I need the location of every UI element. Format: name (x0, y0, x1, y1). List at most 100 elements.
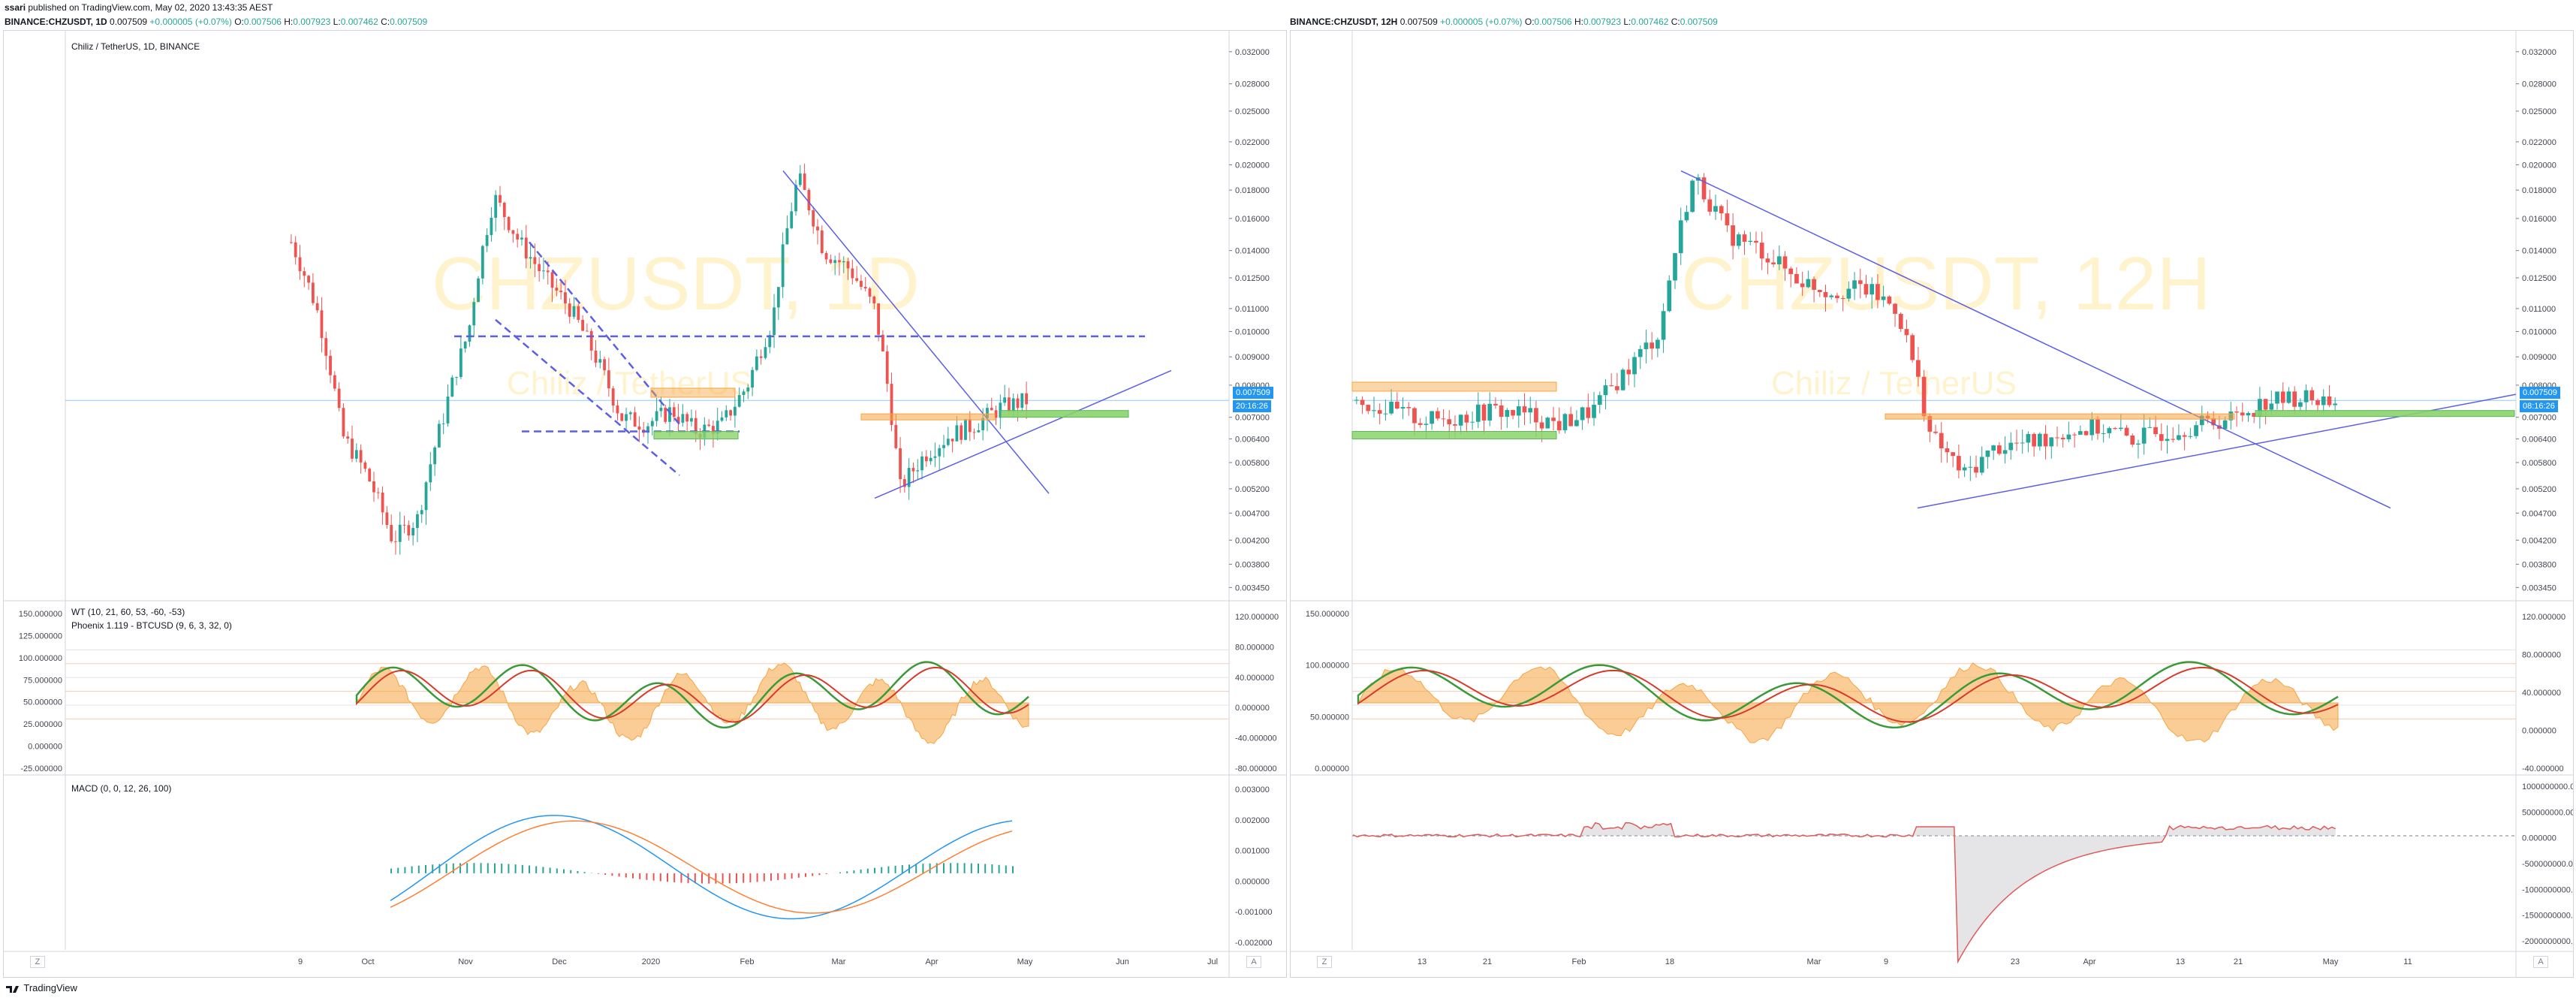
left-osc-left-tick: 150.000000 (19, 610, 62, 619)
left-candle-body (881, 334, 884, 351)
right-last: 0.007509 (1399, 17, 1438, 27)
left-macd-histogram-bar (632, 873, 634, 879)
right-candle-body (1620, 369, 1625, 390)
right-price-tick: 0.032000 (2522, 48, 2556, 57)
right-price-tick: 0.003450 (2522, 583, 2556, 592)
right-candle-body (1713, 206, 1718, 212)
right-price-tick: 0.028000 (2522, 80, 2556, 89)
left-zoom-button[interactable]: Z (30, 956, 45, 968)
right-macd-tick: -500000000.000000 (2522, 860, 2574, 869)
left-candle-body (294, 242, 297, 258)
right-candle-body (1644, 342, 1649, 349)
left-wt-signal (356, 666, 1029, 723)
right-candle-body (1435, 411, 1440, 419)
right-candle-body (1765, 258, 1770, 263)
left-macd-histogram-bar (763, 873, 765, 882)
right-candle-body (1806, 279, 1811, 288)
left-candle-body (346, 436, 350, 439)
right-price-tick: 0.018000 (2522, 186, 2556, 195)
left-candle-body (920, 456, 923, 471)
right-candle-body (2286, 391, 2291, 403)
right-candle-body (1400, 406, 1406, 409)
right-symbol[interactable]: BINANCE:CHZUSDT, 12H (1290, 17, 1398, 27)
right-candle-body (1812, 279, 1816, 290)
right-candle-body (1650, 342, 1655, 349)
footer-brand[interactable]: TradingView (5, 982, 77, 994)
left-candle-body (390, 525, 393, 541)
right-candle-body (2118, 427, 2123, 430)
left-price-tick: 0.003450 (1235, 583, 1270, 592)
left-candle-body (1016, 398, 1020, 409)
right-candle-body (1962, 467, 1967, 471)
left-candle-body (907, 468, 911, 487)
left-candle-body (620, 413, 624, 421)
right-price-tick: 0.007000 (2522, 414, 2556, 423)
left-chart[interactable]: CHZUSDT, 1D Chiliz / TetherUS Chiliz / T… (3, 30, 1287, 978)
right-candle-body (2072, 434, 2077, 436)
left-candle-body (742, 391, 746, 396)
left-change: +0.000005 (+0.07%) (149, 17, 232, 27)
right-zoom-button[interactable]: Z (1317, 956, 1332, 968)
left-macd-histogram-bar (404, 867, 406, 873)
left-candle-body (407, 525, 411, 535)
left-candle-body (429, 464, 432, 483)
left-candle-body (1011, 398, 1015, 412)
right-candle-body (2089, 419, 2095, 436)
right-candle-body (1991, 445, 1996, 451)
right-orange-zone-2 (1885, 413, 2235, 420)
left-candle-body (860, 280, 863, 288)
left-candle-body (650, 421, 654, 427)
right-candle-body (2113, 428, 2117, 430)
left-osc-right-tick: 0.000000 (1235, 704, 1270, 713)
left-candle-body (424, 482, 428, 511)
right-candle-body (1574, 420, 1579, 427)
left-candle-body (960, 425, 963, 440)
right-candle-body (1823, 291, 1828, 297)
left-osc-right-tick: 80.000000 (1235, 643, 1274, 652)
left-candle-body (616, 406, 619, 414)
left-candle-body (329, 355, 332, 375)
left-chart-svg[interactable]: 0.032000 0.028000 0.025000 0.022000 0.020000… (4, 31, 1287, 978)
left-wt-line (355, 661, 1029, 729)
left-macd-histogram-bar (667, 873, 668, 882)
right-candle-body (1921, 376, 1927, 417)
right-candle-body (2165, 439, 2170, 442)
right-chart-svg[interactable]: 0.032000 0.028000 0.025000 0.022000 0.020000… (1291, 31, 2574, 978)
left-candle-body (625, 414, 628, 421)
left-candle-body (729, 410, 732, 416)
right-candle-body (1869, 284, 1875, 295)
right-axis-button[interactable]: A (2533, 956, 2548, 968)
left-candle-body (633, 412, 637, 427)
left-candle-body (359, 450, 363, 463)
left-time-tick: Nov (458, 957, 473, 966)
left-high: 0.007923 (293, 17, 331, 27)
left-candle-body (681, 414, 685, 423)
left-macd-histogram-bar (701, 873, 703, 884)
right-price-tick: 0.005800 (2522, 459, 2556, 468)
right-price-tick: 0.006400 (2522, 435, 2556, 444)
left-price-tag: 0.007509 (1233, 387, 1273, 399)
right-candle-body (2269, 403, 2274, 410)
left-price-tick: 0.010000 (1235, 327, 1270, 336)
right-candle-body (1377, 410, 1382, 414)
left-candle-body (720, 417, 724, 421)
right-candle-body (1800, 283, 1805, 288)
left-axis-button[interactable]: A (1246, 956, 1261, 968)
right-time-tick: 9 (1884, 957, 1888, 966)
left-macd-histogram-bar (417, 865, 420, 873)
left-candle-body (707, 424, 711, 427)
left-candle-body (885, 351, 889, 384)
left-symbol[interactable]: BINANCE:CHZUSDT, 1D (5, 17, 107, 27)
left-macd-histogram-bar (915, 864, 917, 873)
right-candle-body (1707, 199, 1713, 212)
right-candle-body (2037, 433, 2042, 447)
right-candle-body (2188, 436, 2193, 437)
right-candle-body (2292, 391, 2297, 407)
left-candle-body (559, 291, 563, 293)
right-candle-body (1441, 418, 1446, 420)
right-candle-body (1863, 284, 1869, 295)
right-chart[interactable]: CHZUSDT, 12H Chiliz / TetherUS 0.032000 0… (1290, 30, 2574, 978)
left-candle-body (999, 403, 1002, 418)
left-candle-body (581, 319, 584, 331)
left-macd-histogram-bar (466, 863, 469, 873)
